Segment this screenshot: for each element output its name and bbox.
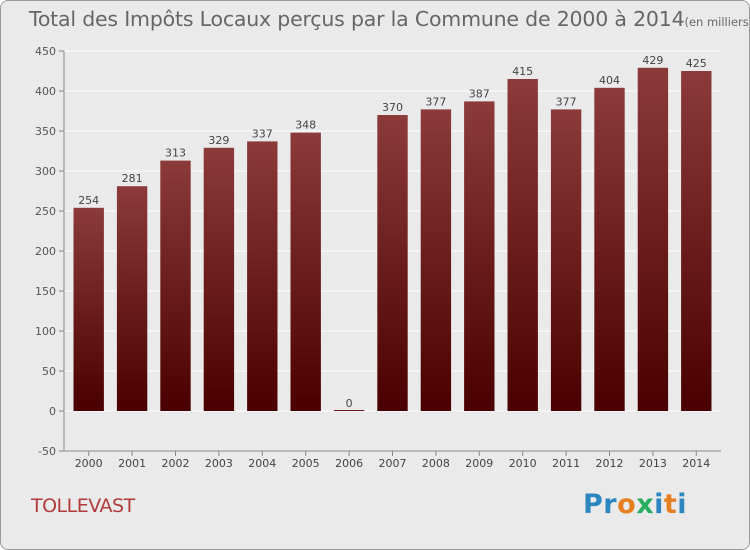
- bar: [160, 160, 191, 411]
- y-tick-label: 50: [42, 365, 56, 378]
- x-tick-label: 2008: [422, 457, 450, 470]
- x-tick-label: 2007: [379, 457, 407, 470]
- y-tick-label: -50: [38, 445, 56, 458]
- x-tick-label: 2001: [118, 457, 146, 470]
- unit-label: (en milliers d'€): [684, 15, 749, 29]
- data-label: 425: [686, 57, 707, 70]
- commune-name: TOLLEVAST: [31, 495, 135, 517]
- data-label: 404: [599, 74, 620, 87]
- bar: [507, 79, 538, 411]
- logo-letter: i: [677, 489, 688, 520]
- y-tick-label: 400: [35, 85, 56, 98]
- y-tick-label: 100: [35, 325, 56, 338]
- data-label: 313: [165, 147, 186, 160]
- bar: [550, 109, 582, 412]
- x-tick-label: 2012: [596, 457, 624, 470]
- y-tick-label: 350: [35, 125, 56, 138]
- x-tick-label: 2004: [248, 457, 276, 470]
- data-label: 254: [78, 194, 99, 207]
- x-tick-label: 2011: [552, 457, 580, 470]
- y-tick-label: 200: [35, 245, 56, 258]
- proxiti-logo: Proxiti: [583, 489, 687, 520]
- logo-letter: i: [654, 489, 664, 520]
- logo-letter: P: [583, 489, 604, 520]
- x-tick-label: 2013: [639, 457, 667, 470]
- logo-letter: t: [663, 489, 678, 520]
- data-label: 348: [295, 119, 316, 132]
- bar: [594, 87, 625, 412]
- x-tick-label: 2010: [509, 457, 537, 470]
- data-label: 0: [346, 397, 353, 410]
- bar: [377, 115, 408, 411]
- y-tick-label: 250: [35, 205, 56, 218]
- chart-title: Total des Impôts Locaux perçus par la Co…: [29, 7, 749, 31]
- y-tick-label: 300: [35, 165, 56, 178]
- x-tick-label: 2014: [682, 457, 710, 470]
- bar: [116, 186, 148, 411]
- y-tick-label: 0: [49, 405, 56, 418]
- data-label: 281: [122, 172, 143, 185]
- logo-letter: x: [636, 489, 655, 520]
- x-tick-label: 2006: [335, 457, 363, 470]
- bar: [681, 71, 712, 411]
- y-tick-label: 150: [35, 285, 56, 298]
- data-label: 329: [208, 134, 229, 147]
- data-label: 370: [382, 101, 403, 114]
- logo-letter: o: [617, 489, 637, 520]
- x-tick-label: 2009: [465, 457, 493, 470]
- bar: [290, 132, 321, 411]
- data-label: 387: [469, 87, 490, 100]
- logo-letter: r: [603, 489, 618, 520]
- data-label: 429: [642, 54, 663, 67]
- bar: [73, 207, 104, 411]
- bar: [247, 141, 278, 411]
- x-tick-label: 2005: [292, 457, 320, 470]
- data-label: 377: [556, 95, 577, 108]
- x-tick-label: 2000: [75, 457, 103, 470]
- data-label: 377: [425, 95, 446, 108]
- y-tick-label: 450: [35, 45, 56, 58]
- bar: [420, 109, 452, 412]
- x-tick-label: 2003: [205, 457, 233, 470]
- bar: [333, 410, 365, 411]
- data-label: 415: [512, 65, 533, 78]
- bar: [637, 67, 669, 412]
- bar: [464, 101, 495, 412]
- bar: [203, 147, 235, 412]
- data-label: 337: [252, 127, 273, 140]
- x-tick-label: 2002: [162, 457, 190, 470]
